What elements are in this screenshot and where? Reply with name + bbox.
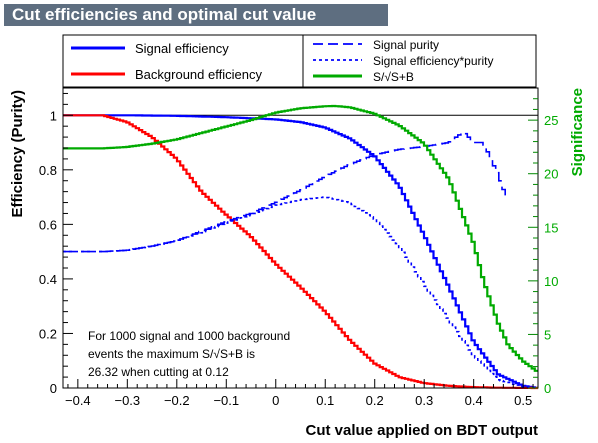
series-line-3 bbox=[63, 196, 538, 389]
y2-tick-label: 20 bbox=[544, 167, 558, 182]
legend-label-0: Signal efficiency bbox=[135, 41, 229, 56]
legend-label-3: Signal efficiency*purity bbox=[373, 54, 494, 68]
legend-label-2: Signal purity bbox=[373, 38, 439, 52]
series-line-0 bbox=[63, 114, 538, 389]
legend-label-4: S/√S+B bbox=[373, 70, 414, 84]
y-tick-label: 0.6 bbox=[39, 217, 57, 232]
x-tick-label: −0.1 bbox=[213, 393, 239, 408]
x-axis-label: Cut value applied on BDT output bbox=[306, 422, 539, 439]
x-tick-label: 0.1 bbox=[316, 393, 334, 408]
y-tick-label: 0.8 bbox=[39, 163, 57, 178]
x-tick-label: −0.4 bbox=[65, 393, 91, 408]
series-line-4 bbox=[63, 104, 538, 372]
y2-tick-label: 10 bbox=[544, 274, 558, 289]
y-tick-label: 0.2 bbox=[39, 326, 57, 341]
x-tick-label: −0.3 bbox=[114, 393, 140, 408]
series-line-2 bbox=[63, 131, 509, 253]
y2-tick-label: 25 bbox=[544, 113, 558, 128]
x-tick-label: 0.5 bbox=[514, 393, 532, 408]
y-tick-label: 0 bbox=[50, 381, 57, 396]
legend-label-1: Background efficiency bbox=[135, 67, 262, 82]
y-tick-label: 0.4 bbox=[39, 272, 57, 287]
x-tick-label: 0.4 bbox=[465, 393, 483, 408]
x-tick-label: −0.2 bbox=[164, 393, 190, 408]
annotation-line-0: For 1000 signal and 1000 background bbox=[88, 329, 290, 343]
x-tick-label: 0.3 bbox=[415, 393, 433, 408]
y2-axis-label: Significance bbox=[569, 88, 586, 176]
y2-tick-label: 0 bbox=[544, 381, 551, 396]
y-axis-label: Efficiency (Purity) bbox=[9, 90, 26, 218]
chart-title: Cut efficiencies and optimal cut value bbox=[4, 4, 388, 26]
annotation-line-1: events the maximum S/√S+B is bbox=[88, 347, 255, 361]
series-line-1 bbox=[63, 114, 538, 390]
y2-tick-label: 5 bbox=[544, 327, 551, 342]
legend-box bbox=[62, 34, 537, 88]
x-tick-label: 0.2 bbox=[366, 393, 384, 408]
annotation-line-2: 26.32 when cutting at 0.12 bbox=[88, 365, 229, 379]
x-tick-label: 0 bbox=[272, 393, 279, 408]
y-tick-label: 1 bbox=[50, 108, 57, 123]
y2-tick-label: 15 bbox=[544, 220, 558, 235]
